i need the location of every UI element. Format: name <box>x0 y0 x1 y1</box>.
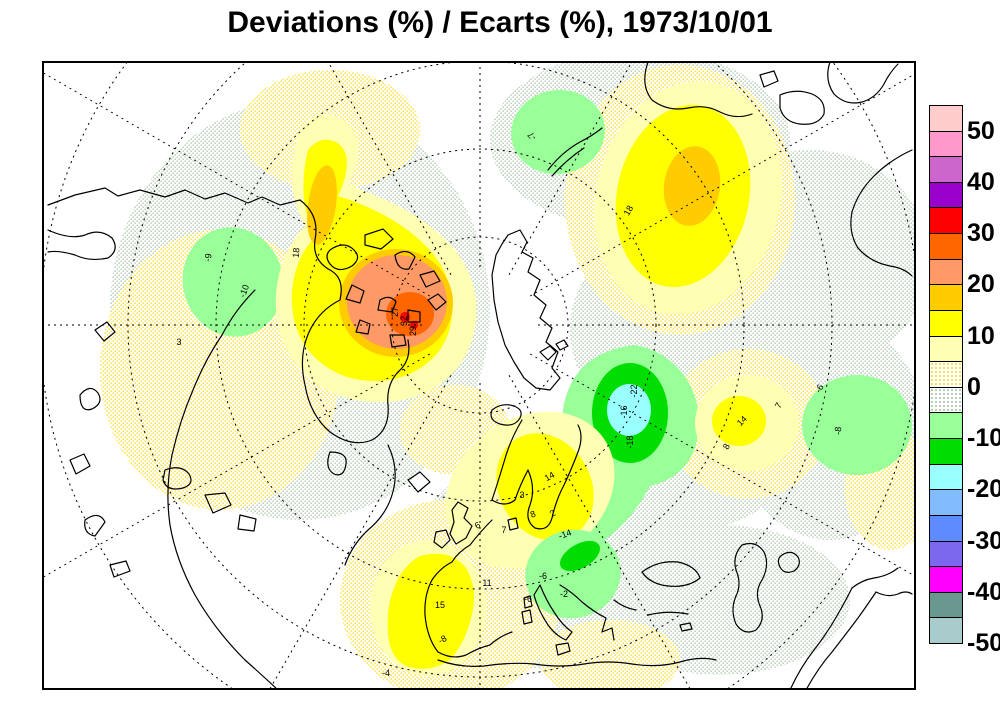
station-label: 14 <box>543 470 557 484</box>
colorbar-tick-label: 50 <box>967 116 995 145</box>
station-label: 11 <box>482 578 491 588</box>
meridian-line <box>43 353 431 578</box>
map-frame <box>42 61 916 690</box>
colorbar-swatch-violet_blue <box>929 540 963 568</box>
station-label: 7 <box>501 525 506 535</box>
colorbar-swatch-violet <box>929 181 963 209</box>
station-label: -6 <box>813 383 826 395</box>
station-label: 8 <box>529 509 537 520</box>
anomaly-region-dots_yellow <box>540 620 680 689</box>
colorbar-swatch-light_green <box>929 412 963 440</box>
colorbar-tick-label: 40 <box>967 167 995 196</box>
colorbar-swatch-salmon <box>929 258 963 286</box>
colorbar-swatch-red <box>929 207 963 235</box>
colorbar-tick-label: -10 <box>967 424 1000 453</box>
station-label: 7 <box>773 401 784 410</box>
colorbar-swatch-green <box>929 438 963 465</box>
colorbar-swatch-blue <box>929 514 963 542</box>
station-label: -10 <box>237 283 251 299</box>
colorbar-tick-label: -40 <box>967 577 1000 606</box>
colorbar-swatch-magenta <box>929 566 963 593</box>
colorbar-tick-label: -30 <box>967 526 1000 555</box>
colorbar-swatch-orchid <box>929 156 963 183</box>
colorbar-tick-label: -20 <box>967 475 1000 504</box>
station-label: -6 <box>524 594 532 604</box>
colorbar-swatch-pale_pink <box>929 105 963 132</box>
station-label: -8 <box>437 633 449 646</box>
anomaly-region-amber <box>307 165 337 245</box>
anomaly-region-light_green <box>802 375 912 475</box>
meridian-line <box>269 374 452 689</box>
anomaly-region-green <box>560 540 600 572</box>
colorbar-tick-label: -50 <box>967 629 1000 658</box>
colorbar-swatch-amber <box>929 284 963 311</box>
station-label: 29 <box>408 326 418 336</box>
anomaly-region-yellow <box>712 396 766 446</box>
station-label: -6 <box>539 571 547 581</box>
station-label: 8 <box>721 442 732 451</box>
colorbar-swatch-orange_red <box>929 233 963 260</box>
colorbar-swatch-cyan <box>929 463 963 491</box>
meridian-line <box>529 73 915 297</box>
station-label: 27 <box>390 307 400 317</box>
colorbar-tick-label: 20 <box>967 270 995 299</box>
station-label: 2 <box>548 508 557 519</box>
anomaly-region-yellow <box>496 433 594 541</box>
station-label: -2 <box>560 589 568 599</box>
station-label: 15 <box>435 600 445 610</box>
colorbar-tick-label: 0 <box>967 372 981 401</box>
station-label: -14 <box>557 527 573 541</box>
meridian-line <box>508 62 633 276</box>
anomaly-region-amber <box>663 146 721 226</box>
station-label: -22 <box>629 384 639 397</box>
station-label: 3 <box>519 490 524 500</box>
station-label: 32 <box>399 316 409 326</box>
meridian-line <box>508 374 691 689</box>
colorbar-swatch-light_blue <box>929 489 963 516</box>
station-label: -16 <box>619 405 629 418</box>
colorbar-tick-label: 10 <box>967 321 995 350</box>
colorbar-swatch-pale_yellow <box>929 335 963 363</box>
anomaly-region-yellow <box>387 553 474 669</box>
colorbar-swatch-dark_teal <box>929 591 963 619</box>
page-title: Deviations (%) / Ecarts (%), 1973/10/01 <box>227 6 773 39</box>
colorbar-swatch-pink <box>929 130 963 158</box>
station-label: -18 <box>625 435 635 448</box>
station-label: -9 <box>202 253 213 263</box>
station-label: 18 <box>622 204 636 218</box>
anomaly-region-light_green <box>511 89 605 175</box>
meridian-line <box>43 72 431 297</box>
coastlines <box>47 62 913 689</box>
station-label: 18 <box>291 247 302 258</box>
colorbar-swatch-pale_teal <box>929 617 963 644</box>
station-label: -8 <box>833 426 844 435</box>
colorbar-swatch-yellow <box>929 309 963 337</box>
meridian-line <box>327 62 452 276</box>
anomaly-shaded-field <box>100 62 915 689</box>
latitude-circle <box>303 148 657 502</box>
meridian-line <box>529 353 915 577</box>
anomaly-region-light_green <box>182 227 284 337</box>
station-label: 6 <box>473 520 482 531</box>
anomaly-region-cyan <box>607 384 651 436</box>
colorbar-tick-label: 30 <box>967 219 995 248</box>
colorbar-swatch-dots_yellow <box>929 361 963 388</box>
colorbar-swatch-dots_sage <box>929 386 963 414</box>
station-label: -4 <box>382 668 390 678</box>
station-label: 3 <box>176 337 181 347</box>
